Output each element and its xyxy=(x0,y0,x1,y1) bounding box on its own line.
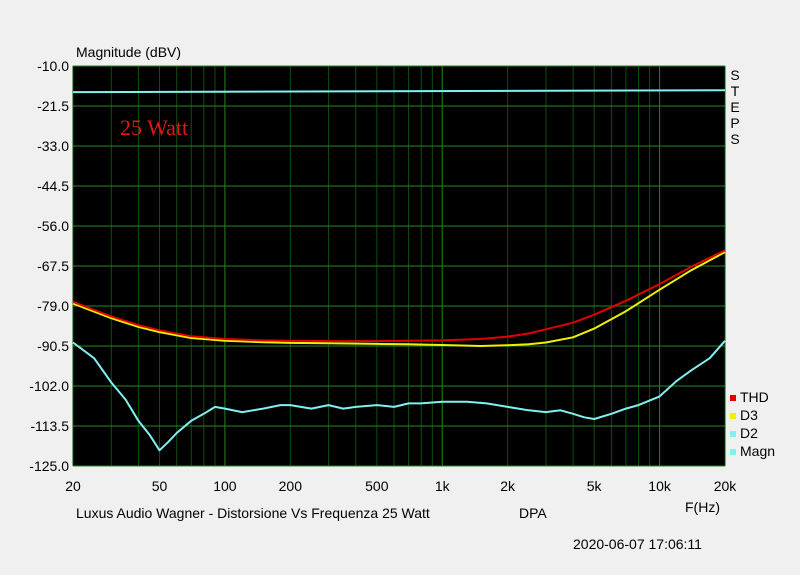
legend-swatch xyxy=(730,431,736,437)
side-letter: S xyxy=(730,131,739,147)
y-tick-label: -90.5 xyxy=(37,338,69,354)
series-line-d2 xyxy=(72,340,726,452)
y-tick-labels: -10.0 -21.5 -33.0 -44.5 -56.0 -67.5 -79.0 -90.5… xyxy=(29,58,69,474)
x-tick-labels: 20 50 100 200 500 1k 2k 5k 10k 20k xyxy=(65,478,737,494)
side-letter: S xyxy=(730,67,739,83)
legend-label: THD xyxy=(740,389,769,405)
y-tick-label: -10.0 xyxy=(37,58,69,74)
x-tick-label: 5k xyxy=(587,478,603,494)
series-line-d3 xyxy=(72,251,726,347)
legend-swatch xyxy=(730,413,736,419)
x-tick-label: 50 xyxy=(152,478,168,494)
x-tick-label: 10k xyxy=(648,478,672,494)
series-line-magn xyxy=(72,89,726,94)
side-letter: P xyxy=(730,115,739,131)
legend-label: D3 xyxy=(740,407,758,423)
y-tick-label: -79.0 xyxy=(37,298,69,314)
series-line-thd xyxy=(72,249,726,343)
y-tick-label: -56.0 xyxy=(37,218,69,234)
side-letter: T xyxy=(731,83,740,99)
x-tick-label: 1k xyxy=(435,478,451,494)
x-axis-title: F(Hz) xyxy=(685,499,720,515)
y-tick-label: -33.0 xyxy=(37,138,69,154)
chart-title: Luxus Audio Wagner - Distorsione Vs Freq… xyxy=(76,505,430,521)
y-tick-label: -21.5 xyxy=(37,98,69,114)
legend: THD D3 D2 Magn xyxy=(730,389,775,459)
y-tick-label: -102.0 xyxy=(29,378,69,394)
y-tick-label: -113.5 xyxy=(30,418,69,434)
series-lines xyxy=(72,89,726,452)
side-letter: E xyxy=(730,99,739,115)
timestamp: 2020-06-07 17:06:11 xyxy=(573,536,702,552)
annotation-text: 25 Watt xyxy=(120,115,188,140)
x-tick-label: 20 xyxy=(65,478,81,494)
x-tick-label: 500 xyxy=(365,478,389,494)
x-tick-label: 2k xyxy=(500,478,516,494)
x-tick-label: 200 xyxy=(279,478,303,494)
y-tick-label: -125.0 xyxy=(29,458,69,474)
x-tick-label: 100 xyxy=(213,478,237,494)
legend-swatch xyxy=(730,449,736,455)
y-tick-label: -44.5 xyxy=(37,178,69,194)
legend-label: D2 xyxy=(740,425,758,441)
x-tick-label: 20k xyxy=(714,478,738,494)
legend-label: Magn xyxy=(740,443,775,459)
legend-swatch xyxy=(730,395,736,401)
y-axis-title: Magnitude (dBV) xyxy=(76,44,181,60)
chart-tag: DPA xyxy=(519,505,547,521)
y-tick-label: -67.5 xyxy=(37,258,69,274)
